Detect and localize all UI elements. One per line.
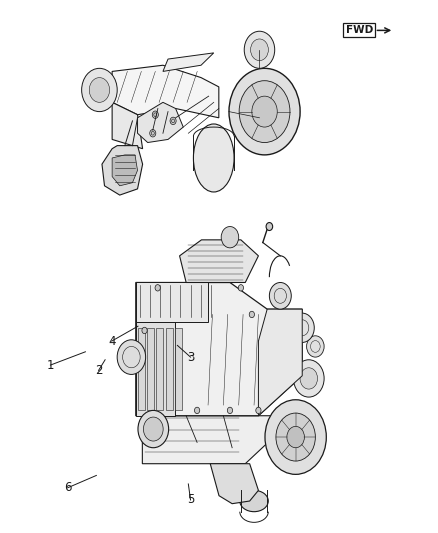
Circle shape bbox=[266, 223, 272, 231]
Polygon shape bbox=[163, 53, 214, 71]
Circle shape bbox=[170, 117, 176, 125]
Polygon shape bbox=[156, 328, 163, 410]
Circle shape bbox=[238, 285, 244, 291]
Polygon shape bbox=[147, 328, 154, 410]
Text: 1: 1 bbox=[46, 359, 54, 372]
Circle shape bbox=[150, 130, 156, 137]
Circle shape bbox=[152, 111, 159, 118]
Text: 5: 5 bbox=[187, 494, 194, 506]
Text: 3: 3 bbox=[187, 351, 194, 364]
Text: 2: 2 bbox=[95, 364, 102, 377]
Polygon shape bbox=[210, 464, 258, 504]
Circle shape bbox=[239, 80, 290, 142]
Polygon shape bbox=[138, 102, 183, 142]
Polygon shape bbox=[175, 328, 182, 410]
Circle shape bbox=[138, 410, 169, 448]
Circle shape bbox=[251, 39, 268, 61]
Polygon shape bbox=[258, 309, 302, 416]
Circle shape bbox=[244, 31, 275, 68]
Circle shape bbox=[307, 336, 324, 357]
Circle shape bbox=[287, 426, 304, 448]
Polygon shape bbox=[112, 65, 219, 118]
Polygon shape bbox=[136, 282, 302, 416]
Circle shape bbox=[252, 96, 277, 127]
Circle shape bbox=[155, 285, 160, 291]
Polygon shape bbox=[112, 155, 138, 186]
Polygon shape bbox=[166, 328, 173, 410]
Text: 4: 4 bbox=[108, 335, 116, 348]
Polygon shape bbox=[136, 322, 175, 416]
Polygon shape bbox=[142, 416, 274, 464]
Circle shape bbox=[194, 407, 200, 414]
Polygon shape bbox=[180, 240, 258, 282]
Polygon shape bbox=[136, 282, 208, 322]
Circle shape bbox=[300, 368, 318, 389]
Polygon shape bbox=[138, 328, 145, 410]
Circle shape bbox=[143, 417, 163, 441]
Circle shape bbox=[269, 282, 291, 309]
Polygon shape bbox=[112, 102, 143, 149]
Circle shape bbox=[290, 313, 314, 342]
Circle shape bbox=[89, 78, 110, 102]
Circle shape bbox=[142, 327, 147, 334]
Text: FWD: FWD bbox=[346, 26, 373, 35]
Circle shape bbox=[249, 311, 254, 318]
Circle shape bbox=[265, 400, 326, 474]
Text: 6: 6 bbox=[64, 481, 72, 494]
Polygon shape bbox=[102, 146, 143, 195]
Circle shape bbox=[227, 407, 233, 414]
Circle shape bbox=[229, 68, 300, 155]
Circle shape bbox=[276, 413, 315, 461]
Circle shape bbox=[256, 407, 261, 414]
Ellipse shape bbox=[240, 490, 268, 512]
Circle shape bbox=[293, 360, 324, 397]
Circle shape bbox=[221, 227, 239, 248]
Circle shape bbox=[117, 340, 145, 374]
Circle shape bbox=[81, 68, 117, 111]
Ellipse shape bbox=[194, 124, 234, 192]
